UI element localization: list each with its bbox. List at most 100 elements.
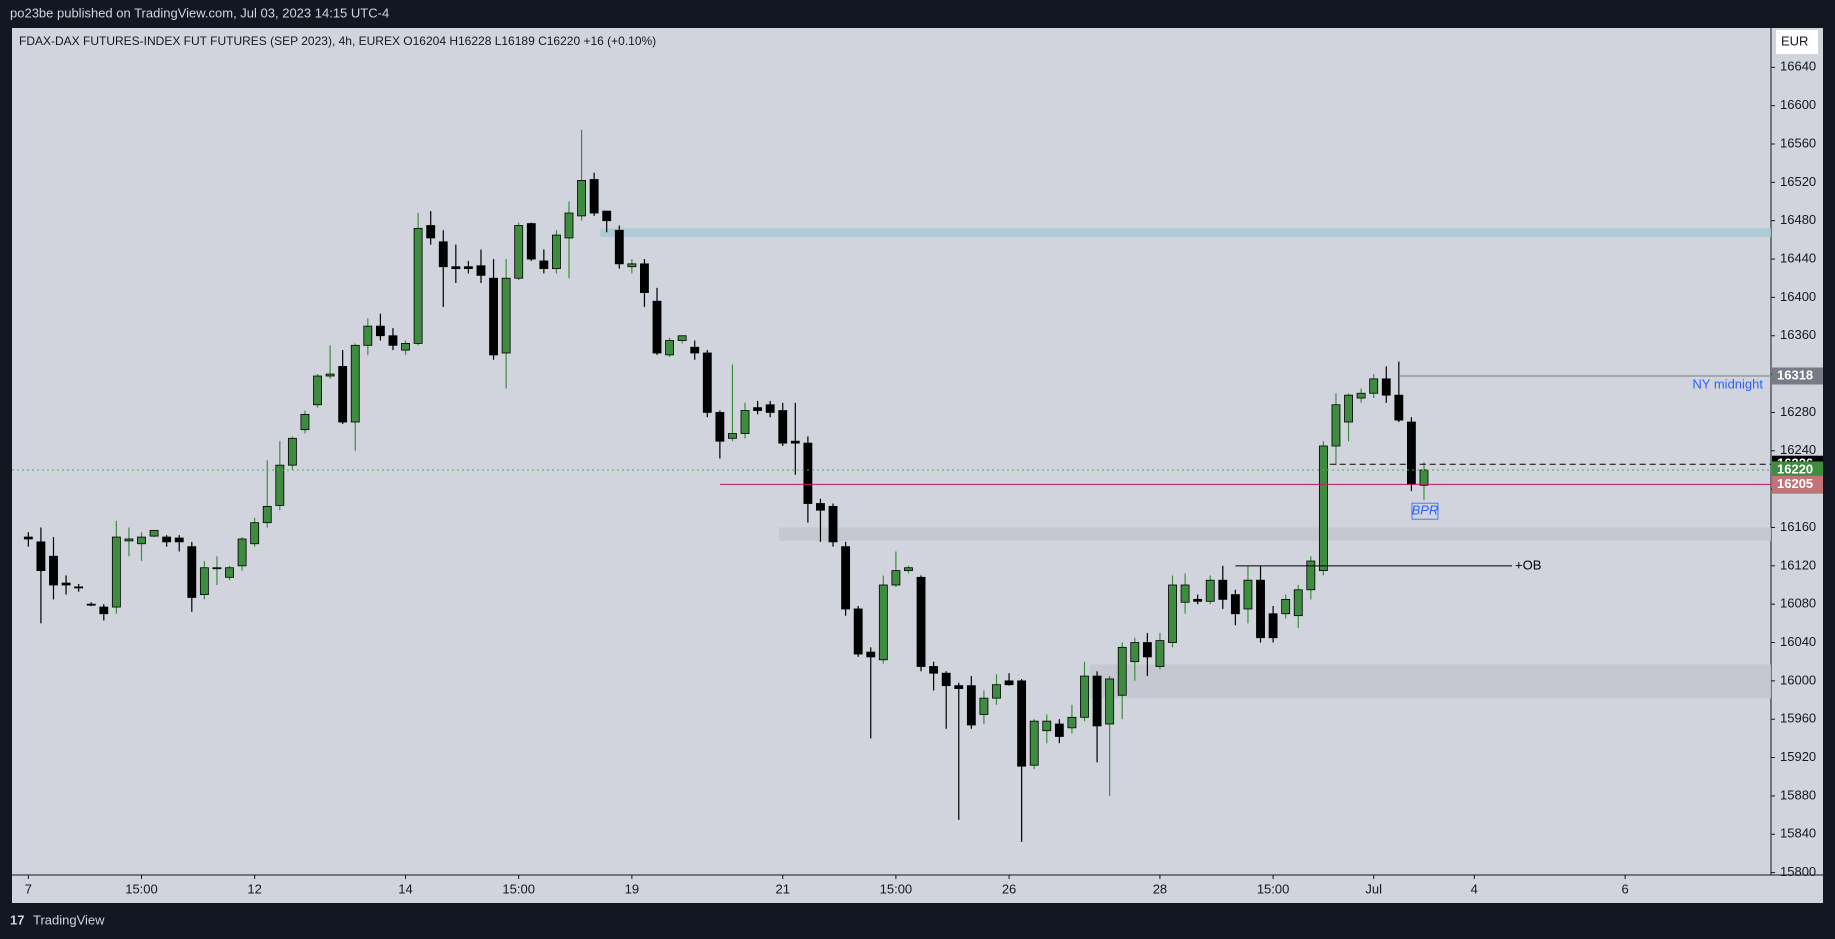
candle-body <box>1067 716 1077 729</box>
candle-body <box>1293 589 1303 617</box>
y-tick-label: 15800 <box>1780 864 1816 879</box>
candle-body <box>1406 421 1416 485</box>
candle-body <box>803 442 813 504</box>
candle-body <box>1306 560 1316 591</box>
candle-body <box>1117 646 1127 696</box>
brand-logo: 17 <box>10 912 24 927</box>
candle-body <box>501 277 511 354</box>
candle-body <box>86 603 96 606</box>
candle-body <box>111 536 121 608</box>
candle-body <box>438 241 448 268</box>
candle-body <box>350 344 360 423</box>
candle-body <box>640 263 649 293</box>
candle-body <box>1268 613 1278 639</box>
note-box <box>1411 502 1439 520</box>
candle-body <box>1054 723 1064 737</box>
y-tick-label: 16240 <box>1780 442 1816 457</box>
candle-body <box>1105 678 1115 725</box>
candle-body <box>1344 394 1353 423</box>
candle-body <box>916 576 926 667</box>
y-tick-label: 15840 <box>1780 826 1816 841</box>
candle-body <box>929 666 939 674</box>
candle-body <box>1218 579 1228 600</box>
brand-name: TradingView <box>33 912 105 927</box>
candle-body <box>1256 579 1265 639</box>
candle-body <box>627 263 637 268</box>
candle-body <box>1017 680 1027 767</box>
candle-body <box>388 335 398 346</box>
y-tick-label: 15920 <box>1780 749 1816 764</box>
candle-body <box>1243 579 1253 610</box>
y-tick-label: 16040 <box>1780 634 1816 649</box>
candle-body <box>1394 394 1404 421</box>
candle-body <box>36 541 46 572</box>
level-label: +OB <box>1515 557 1541 572</box>
candle-body <box>539 260 549 270</box>
currency[interactable]: EUR <box>1781 33 1808 48</box>
candle-body <box>325 373 335 377</box>
zone <box>1089 664 1771 699</box>
y-tick-label: 16360 <box>1780 327 1816 342</box>
candle-body <box>728 433 737 439</box>
candle-body <box>564 212 574 239</box>
x-tick-label: 15:00 <box>502 881 535 896</box>
candle-body <box>690 346 700 354</box>
y-tick-label: 16120 <box>1780 557 1816 572</box>
price-tag-label: 16220 <box>1777 461 1813 476</box>
level-label: NY midnight <box>1692 376 1763 391</box>
chart-area <box>12 28 1823 903</box>
candle-body <box>853 608 863 655</box>
price-tag <box>1772 367 1823 385</box>
zone <box>600 228 1771 237</box>
candle-body <box>778 410 788 444</box>
candle-body <box>652 300 662 354</box>
candle-body <box>225 567 234 578</box>
candle-body <box>828 505 838 543</box>
currency-box[interactable] <box>1776 30 1818 54</box>
candle-body <box>74 586 84 589</box>
y-tick-label: 16560 <box>1780 135 1816 150</box>
candle-body <box>363 325 373 346</box>
candle-body <box>1130 642 1140 663</box>
candle-body <box>1331 404 1341 447</box>
price-tag-label: 16205 <box>1777 476 1813 491</box>
candle-body <box>577 180 586 217</box>
candle-body <box>187 546 197 598</box>
candle-body <box>1193 598 1203 602</box>
candle-body <box>954 685 964 689</box>
candle-body <box>124 538 134 542</box>
y-tick-label: 16600 <box>1780 97 1816 112</box>
x-tick-label: Jul <box>1365 881 1382 896</box>
x-tick-label: 6 <box>1622 881 1629 896</box>
candle-body <box>941 672 951 687</box>
candle-body <box>514 225 524 279</box>
x-tick-label: 28 <box>1153 881 1167 896</box>
candle-body <box>1142 642 1152 658</box>
candle-body <box>702 352 712 413</box>
y-tick-label: 16400 <box>1780 289 1816 304</box>
x-tick-label: 7 <box>25 881 32 896</box>
candle-body <box>526 223 536 260</box>
y-tick-label: 15960 <box>1780 711 1816 726</box>
x-tick-label: 19 <box>625 881 639 896</box>
candle-body <box>677 335 687 341</box>
candle-body <box>212 567 222 570</box>
candle-body <box>149 529 159 537</box>
candle-body <box>891 570 901 586</box>
price-tag <box>1772 475 1823 493</box>
candle-body <box>614 229 624 265</box>
candle-body <box>1318 445 1328 572</box>
y-tick-label: 16480 <box>1780 212 1816 227</box>
candle-body <box>489 277 498 356</box>
candle-body <box>966 685 976 726</box>
candle-body <box>992 684 1001 699</box>
y-tick-label: 16440 <box>1780 250 1816 265</box>
x-tick-label: 14 <box>398 881 412 896</box>
x-tick-label: 4 <box>1471 881 1478 896</box>
candle-body <box>1004 680 1014 686</box>
candle-body <box>1180 584 1190 603</box>
candle-body <box>1381 378 1391 396</box>
candle-body <box>841 546 851 610</box>
candle-body <box>275 464 285 506</box>
x-tick-label: 15:00 <box>880 881 913 896</box>
